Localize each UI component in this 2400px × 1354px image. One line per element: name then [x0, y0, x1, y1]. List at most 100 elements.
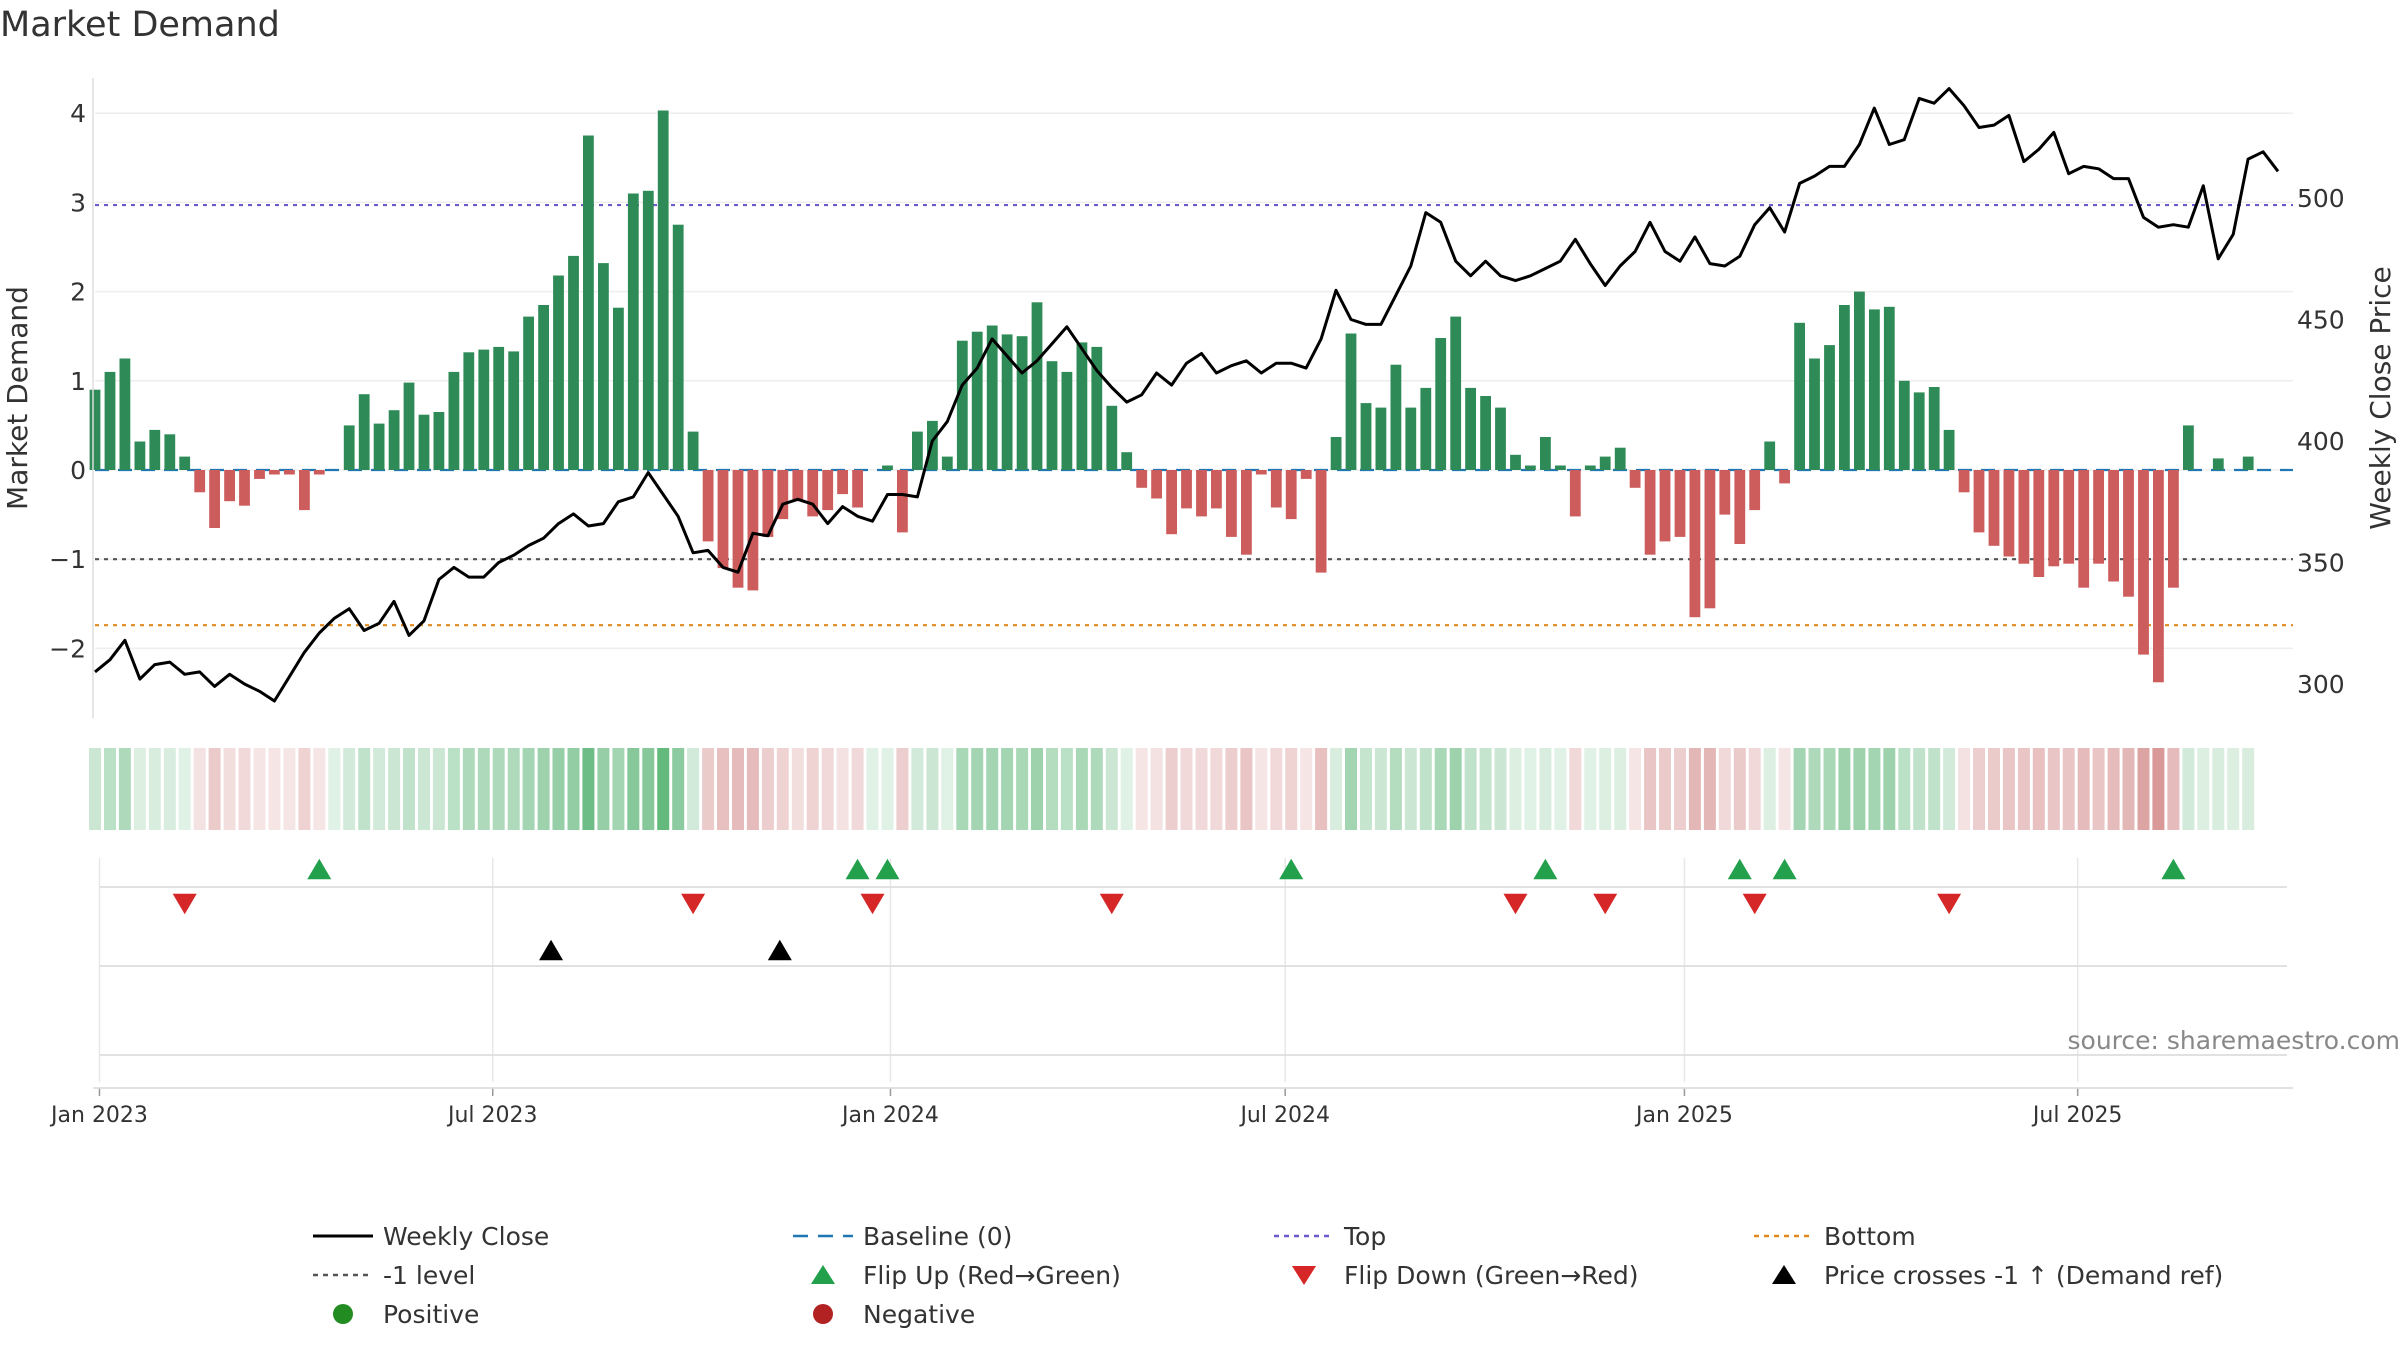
flip-up-marker: [875, 859, 899, 879]
demand-bar-negative: [1196, 470, 1207, 516]
heatmap-cell: [104, 748, 116, 830]
heatmap-cell: [1016, 748, 1028, 830]
flip-down-marker: [173, 894, 197, 914]
heatmap-cell: [1809, 748, 1821, 830]
demand-bar-positive: [1032, 302, 1043, 470]
heatmap-cell: [1151, 748, 1163, 830]
demand-bar-positive: [90, 390, 101, 470]
heatmap-cell: [523, 748, 535, 830]
demand-bar-negative: [1675, 470, 1686, 537]
heatmap-cell: [1225, 748, 1237, 830]
heatmap-cell: [777, 748, 789, 830]
source-credit: source: sharemaestro.com: [2068, 1026, 2400, 1055]
heatmap-cell: [1031, 748, 1043, 830]
heatmap-cell: [1988, 748, 2000, 830]
heatmap-cell: [1838, 748, 1850, 830]
demand-bar-positive: [359, 394, 370, 470]
heatmap-cell: [403, 748, 415, 830]
legend-label: Bottom: [1824, 1222, 1916, 1251]
demand-bar-positive: [1121, 452, 1132, 470]
demand-bar-negative: [1301, 470, 1312, 479]
y2-tick-label: 300: [2297, 670, 2345, 699]
heatmap-cell: [119, 748, 131, 830]
flip-up-marker: [1773, 859, 1797, 879]
heatmap-cell: [553, 748, 565, 830]
legend-item: Flip Up (Red→Green): [811, 1261, 1121, 1290]
demand-bar-positive: [1884, 307, 1895, 470]
demand-bar-negative: [1181, 470, 1192, 508]
heatmap-cell: [1106, 748, 1118, 830]
legend-item: Flip Down (Green→Red): [1292, 1261, 1639, 1290]
demand-bar-positive: [1420, 388, 1431, 470]
y-tick-label: −2: [49, 634, 86, 663]
demand-bar-positive: [1435, 338, 1446, 470]
demand-bar-positive: [1480, 396, 1491, 470]
heatmap-strip-layer: [89, 748, 2254, 830]
heatmap-cell: [478, 748, 490, 830]
heatmap-cell: [1674, 748, 1686, 830]
heatmap-cell: [2078, 748, 2090, 830]
heatmap-cell: [388, 748, 400, 830]
demand-bar-negative: [254, 470, 265, 479]
demand-bar-positive: [957, 341, 968, 470]
heatmap-cell: [2227, 748, 2239, 830]
heatmap-cell: [1091, 748, 1103, 830]
heatmap-cell: [926, 748, 938, 830]
demand-bar-negative: [1989, 470, 2000, 546]
demand-bar-positive: [1346, 334, 1357, 471]
heatmap-cell: [792, 748, 804, 830]
heatmap-cell: [807, 748, 819, 830]
demand-bar-positive: [105, 372, 116, 470]
heatmap-cell: [1689, 748, 1701, 830]
heatmap-cell: [463, 748, 475, 830]
heatmap-cell: [2152, 748, 2164, 830]
heatmap-cell: [642, 748, 654, 830]
demand-bar-negative: [718, 470, 729, 568]
x-tick-label: Jul 2024: [1238, 1103, 1330, 1128]
y-tick-label: 0: [70, 456, 86, 485]
demand-bar-positive: [2183, 425, 2194, 470]
heatmap-cell: [538, 748, 550, 830]
demand-bar-positive: [449, 372, 460, 470]
demand-bar-negative: [1734, 470, 1745, 544]
demand-bar-negative: [209, 470, 220, 528]
heatmap-cell: [1136, 748, 1148, 830]
legend-swatch-dot: [813, 1304, 833, 1324]
heatmap-cell: [194, 748, 206, 830]
y2-tick-label: 350: [2297, 549, 2345, 578]
demand-bar-positive: [613, 308, 624, 470]
demand-bar-negative: [299, 470, 310, 510]
legend-label: Flip Down (Green→Red): [1344, 1261, 1639, 1290]
heatmap-cell: [2033, 748, 2045, 830]
x-tick-label: Jan 2023: [49, 1103, 148, 1128]
heatmap-cell: [1779, 748, 1791, 830]
demand-bar-positive: [135, 442, 146, 471]
demand-bar-negative: [852, 470, 863, 508]
demand-bar-positive: [553, 276, 564, 471]
demand-bar-positive: [1600, 457, 1611, 470]
legend-label: Top: [1343, 1222, 1386, 1251]
flip-down-marker: [1593, 894, 1617, 914]
demand-bar-negative: [1779, 470, 1790, 483]
demand-bar-negative: [2108, 470, 2119, 582]
heatmap-cell: [1928, 748, 1940, 830]
legend-label: Price crosses -1 ↑ (Demand ref): [1824, 1261, 2223, 1290]
y-tick-label: 1: [70, 367, 86, 396]
flip-up-marker: [1533, 859, 1557, 879]
demand-bar-positive: [1017, 336, 1028, 470]
flip-up-marker: [846, 859, 870, 879]
demand-bar-negative: [314, 470, 325, 475]
demand-bar-negative: [2063, 470, 2074, 564]
y2-tick-label: 500: [2297, 184, 2345, 213]
demand-bar-positive: [434, 412, 445, 470]
demand-bar-positive: [493, 347, 504, 470]
demand-bar-negative: [2168, 470, 2179, 588]
heatmap-cell: [1405, 748, 1417, 830]
heatmap-cell: [2108, 748, 2120, 830]
heatmap-cell: [448, 748, 460, 830]
demand-bar-positive: [389, 410, 400, 470]
flip-up-marker: [1279, 859, 1303, 879]
flip-down-marker: [1743, 894, 1767, 914]
heatmap-cell: [1764, 748, 1776, 830]
demand-bar-positive: [1854, 292, 1865, 470]
